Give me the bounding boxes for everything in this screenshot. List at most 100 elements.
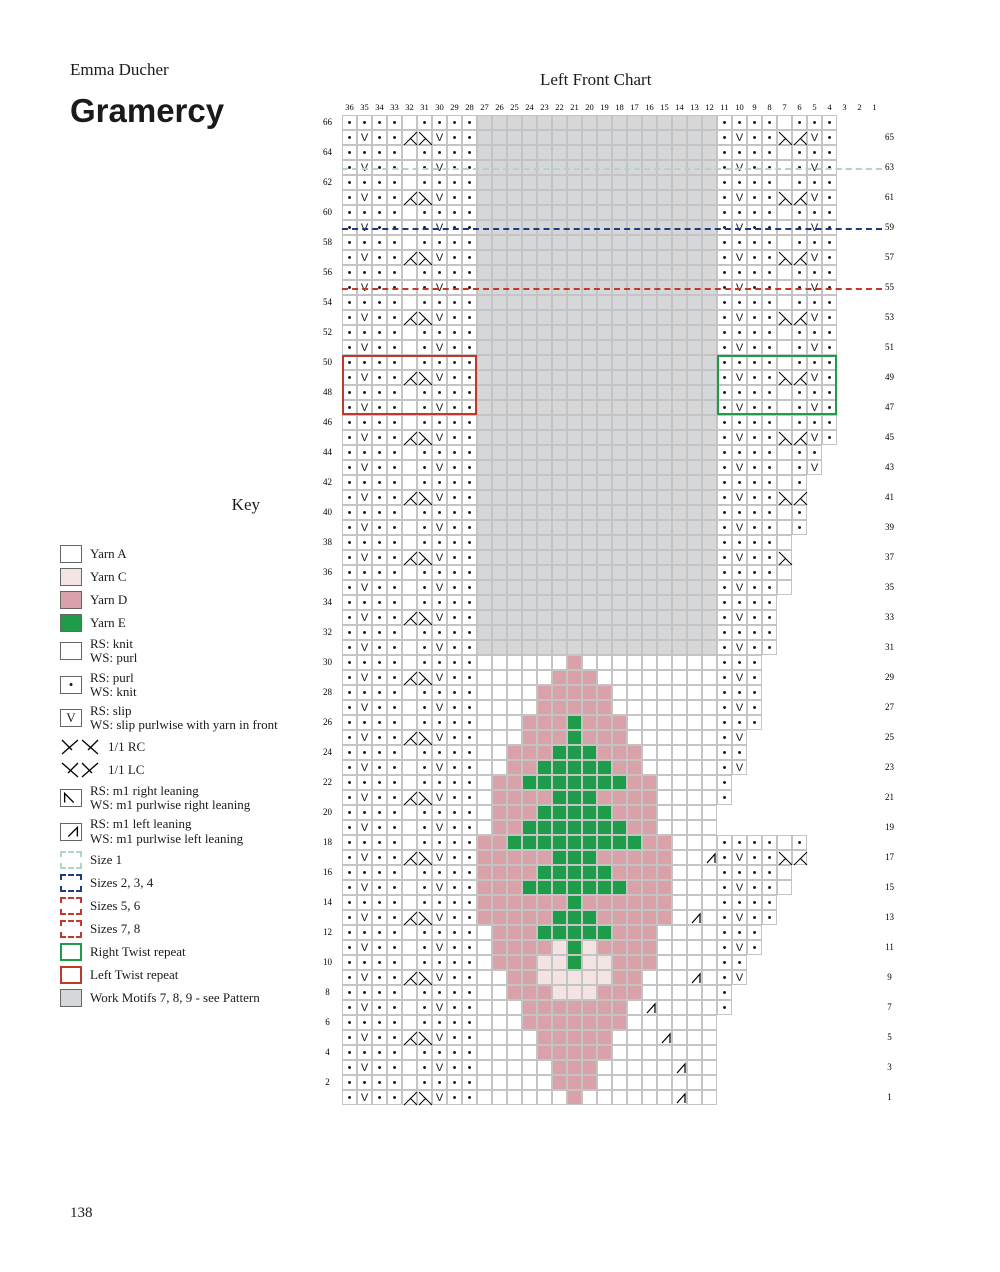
chart-cell: • xyxy=(357,385,372,400)
grid-label: 7 xyxy=(882,1000,897,1015)
chart-cell: • xyxy=(447,1000,462,1015)
chart-cell xyxy=(597,1000,612,1015)
chart-cell: • xyxy=(357,505,372,520)
chart-cell: • xyxy=(447,730,462,745)
chart-cell xyxy=(807,640,822,655)
chart-cell xyxy=(822,670,837,685)
chart-cell: • xyxy=(357,445,372,460)
chart-cell xyxy=(657,1090,672,1105)
chart-cell xyxy=(657,1075,672,1090)
key-label: Size 1 xyxy=(90,853,122,867)
chart-cell xyxy=(582,310,597,325)
chart-cell xyxy=(687,145,702,160)
chart-cell xyxy=(777,1015,792,1030)
chart-cell: V xyxy=(732,310,747,325)
chart-cell xyxy=(867,190,882,205)
chart-cell xyxy=(612,1030,627,1045)
chart-cell xyxy=(657,175,672,190)
chart-cell xyxy=(582,550,597,565)
chart-cell: V xyxy=(807,160,822,175)
chart-cell xyxy=(687,550,702,565)
chart-cell xyxy=(672,640,687,655)
chart-cell: • xyxy=(732,685,747,700)
chart-cell xyxy=(612,220,627,235)
chart-cell xyxy=(702,220,717,235)
chart-cell: • xyxy=(462,505,477,520)
chart-cell xyxy=(642,220,657,235)
chart-cell: • xyxy=(747,550,762,565)
grid-label xyxy=(882,595,897,610)
chart-cell: • xyxy=(357,955,372,970)
chart-cell: • xyxy=(417,865,432,880)
chart-cell xyxy=(777,145,792,160)
chart-cell: • xyxy=(447,985,462,1000)
chart-cell xyxy=(402,460,417,475)
chart-cell xyxy=(537,1030,552,1045)
grid-label xyxy=(882,625,897,640)
chart-cell xyxy=(552,550,567,565)
chart-cell xyxy=(657,865,672,880)
chart-cell: • xyxy=(462,685,477,700)
chart-cell xyxy=(657,385,672,400)
chart-cell xyxy=(507,400,522,415)
chart-cell xyxy=(567,850,582,865)
chart-cell: V xyxy=(807,220,822,235)
grid-label xyxy=(320,430,335,445)
chart-cell xyxy=(552,340,567,355)
chart-cell xyxy=(762,715,777,730)
chart-cell xyxy=(537,655,552,670)
chart-cell: • xyxy=(372,370,387,385)
chart-cell: • xyxy=(387,1090,402,1105)
chart-cell xyxy=(537,325,552,340)
chart-cell: • xyxy=(822,265,837,280)
grid-label: 60 xyxy=(320,205,335,220)
chart-cell: • xyxy=(372,1090,387,1105)
chart-cell xyxy=(822,1090,837,1105)
chart-cell xyxy=(552,415,567,430)
chart-cell xyxy=(837,835,852,850)
grid-label: 50 xyxy=(320,355,335,370)
chart-cell xyxy=(822,610,837,625)
chart-cell xyxy=(552,1015,567,1030)
chart-cell xyxy=(612,610,627,625)
chart-cell xyxy=(702,310,717,325)
grid-label xyxy=(320,910,335,925)
chart-cell xyxy=(522,520,537,535)
grid-label: 42 xyxy=(320,475,335,490)
chart-cell xyxy=(612,1000,627,1015)
chart-cell xyxy=(672,805,687,820)
chart-cell xyxy=(807,1075,822,1090)
chart-cell xyxy=(657,835,672,850)
chart-cell xyxy=(612,1075,627,1090)
chart-cell: • xyxy=(717,145,732,160)
chart-cell: • xyxy=(747,490,762,505)
chart-cell xyxy=(672,700,687,715)
chart-cell xyxy=(492,235,507,250)
grid-label xyxy=(882,325,897,340)
chart-cell xyxy=(402,400,417,415)
chart-cell xyxy=(777,790,792,805)
chart-cell xyxy=(807,505,822,520)
chart-cell xyxy=(672,955,687,970)
chart-cell: • xyxy=(792,340,807,355)
chart-cell xyxy=(402,970,417,985)
grid-label: 7 xyxy=(777,100,792,115)
chart-cell xyxy=(822,535,837,550)
chart-cell xyxy=(507,1060,522,1075)
chart-cell xyxy=(552,655,567,670)
chart-cell xyxy=(822,1045,837,1060)
chart-cell xyxy=(867,220,882,235)
chart-cell xyxy=(612,160,627,175)
chart-cell xyxy=(597,835,612,850)
chart-cell xyxy=(762,790,777,805)
chart-cell xyxy=(477,325,492,340)
chart-cell xyxy=(507,955,522,970)
chart-cell xyxy=(477,805,492,820)
chart-cell xyxy=(702,625,717,640)
chart-cell xyxy=(402,325,417,340)
chart-cell xyxy=(522,1060,537,1075)
chart-cell xyxy=(612,175,627,190)
chart-cell xyxy=(717,805,732,820)
chart-cell xyxy=(492,175,507,190)
chart-cell xyxy=(522,820,537,835)
